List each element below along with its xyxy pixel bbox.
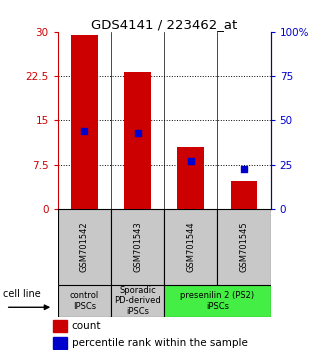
Text: cell line: cell line xyxy=(3,289,41,299)
Text: presenilin 2 (PS2)
iPSCs: presenilin 2 (PS2) iPSCs xyxy=(180,291,254,310)
Text: percentile rank within the sample: percentile rank within the sample xyxy=(72,338,248,348)
Text: GSM701542: GSM701542 xyxy=(80,222,89,272)
Bar xyxy=(231,181,257,209)
Text: control
IPSCs: control IPSCs xyxy=(70,291,99,310)
Bar xyxy=(164,209,217,285)
Bar xyxy=(217,209,271,285)
Point xyxy=(135,130,140,136)
Bar xyxy=(58,285,111,317)
Bar xyxy=(111,285,164,317)
Point xyxy=(241,166,247,172)
Text: Sporadic
PD-derived
iPSCs: Sporadic PD-derived iPSCs xyxy=(114,286,161,316)
Bar xyxy=(124,72,151,209)
Point xyxy=(188,158,193,164)
Text: count: count xyxy=(72,321,101,331)
Bar xyxy=(71,35,98,209)
Bar xyxy=(164,285,271,317)
Text: GSM701544: GSM701544 xyxy=(186,222,195,272)
Bar xyxy=(178,147,204,209)
Bar xyxy=(58,209,111,285)
Text: GSM701545: GSM701545 xyxy=(240,222,248,272)
Text: GSM701543: GSM701543 xyxy=(133,222,142,272)
Point xyxy=(82,128,87,134)
Bar xyxy=(53,320,67,332)
Bar xyxy=(111,209,164,285)
Bar xyxy=(53,337,67,349)
Title: GDS4141 / 223462_at: GDS4141 / 223462_at xyxy=(91,18,237,31)
